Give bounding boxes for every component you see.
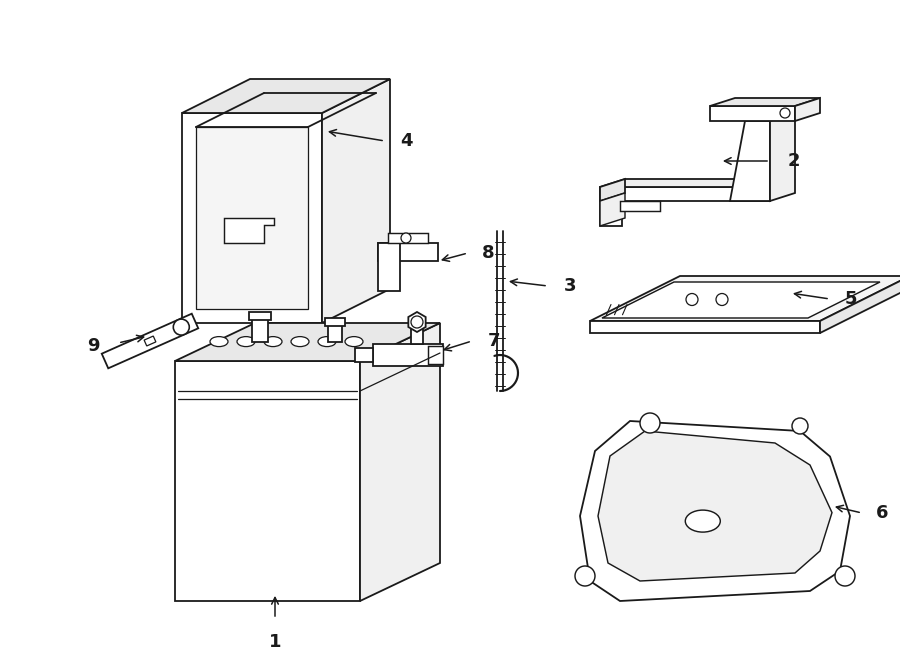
Circle shape bbox=[174, 319, 189, 335]
Polygon shape bbox=[409, 312, 426, 332]
Circle shape bbox=[792, 418, 808, 434]
Polygon shape bbox=[249, 312, 271, 320]
Polygon shape bbox=[388, 233, 428, 243]
Text: 3: 3 bbox=[564, 277, 577, 295]
Text: 6: 6 bbox=[876, 504, 888, 522]
Polygon shape bbox=[355, 348, 373, 362]
Polygon shape bbox=[175, 323, 440, 361]
Text: 9: 9 bbox=[87, 337, 100, 355]
Circle shape bbox=[716, 293, 728, 305]
Polygon shape bbox=[102, 314, 198, 368]
Polygon shape bbox=[328, 320, 342, 342]
Ellipse shape bbox=[685, 510, 720, 532]
Polygon shape bbox=[795, 98, 820, 121]
Polygon shape bbox=[325, 318, 345, 326]
Polygon shape bbox=[710, 106, 795, 121]
Ellipse shape bbox=[237, 336, 255, 346]
Polygon shape bbox=[590, 276, 900, 321]
Polygon shape bbox=[600, 193, 625, 226]
Polygon shape bbox=[182, 79, 390, 113]
Polygon shape bbox=[411, 322, 423, 344]
Polygon shape bbox=[322, 79, 390, 323]
Polygon shape bbox=[600, 179, 795, 187]
Polygon shape bbox=[360, 323, 440, 601]
Polygon shape bbox=[652, 471, 752, 571]
Polygon shape bbox=[600, 187, 770, 201]
Text: 2: 2 bbox=[788, 152, 800, 170]
Text: 1: 1 bbox=[269, 633, 281, 651]
Polygon shape bbox=[620, 201, 660, 211]
Polygon shape bbox=[602, 282, 880, 318]
Polygon shape bbox=[378, 243, 400, 291]
Polygon shape bbox=[820, 276, 900, 333]
Text: 8: 8 bbox=[482, 244, 495, 262]
Text: 5: 5 bbox=[845, 290, 858, 308]
Ellipse shape bbox=[345, 336, 363, 346]
Polygon shape bbox=[600, 179, 625, 201]
Polygon shape bbox=[196, 127, 308, 309]
Polygon shape bbox=[224, 218, 274, 243]
Ellipse shape bbox=[264, 336, 282, 346]
Polygon shape bbox=[770, 113, 795, 201]
Polygon shape bbox=[373, 344, 443, 366]
Polygon shape bbox=[144, 336, 156, 346]
Polygon shape bbox=[590, 321, 820, 333]
Text: 7: 7 bbox=[488, 332, 500, 350]
Ellipse shape bbox=[210, 336, 228, 346]
Circle shape bbox=[640, 413, 660, 433]
Circle shape bbox=[411, 316, 423, 328]
Polygon shape bbox=[378, 243, 438, 261]
Ellipse shape bbox=[318, 336, 336, 346]
Ellipse shape bbox=[291, 336, 309, 346]
Circle shape bbox=[575, 566, 595, 586]
Polygon shape bbox=[182, 113, 322, 323]
Circle shape bbox=[401, 233, 411, 243]
Circle shape bbox=[686, 293, 698, 305]
Polygon shape bbox=[252, 314, 268, 342]
Circle shape bbox=[780, 108, 790, 118]
Polygon shape bbox=[428, 346, 443, 364]
Circle shape bbox=[835, 566, 855, 586]
Polygon shape bbox=[175, 361, 360, 601]
Polygon shape bbox=[580, 421, 850, 601]
Text: 4: 4 bbox=[400, 132, 412, 150]
Polygon shape bbox=[730, 121, 770, 201]
Polygon shape bbox=[598, 431, 832, 581]
Polygon shape bbox=[600, 201, 622, 226]
Polygon shape bbox=[710, 98, 820, 106]
